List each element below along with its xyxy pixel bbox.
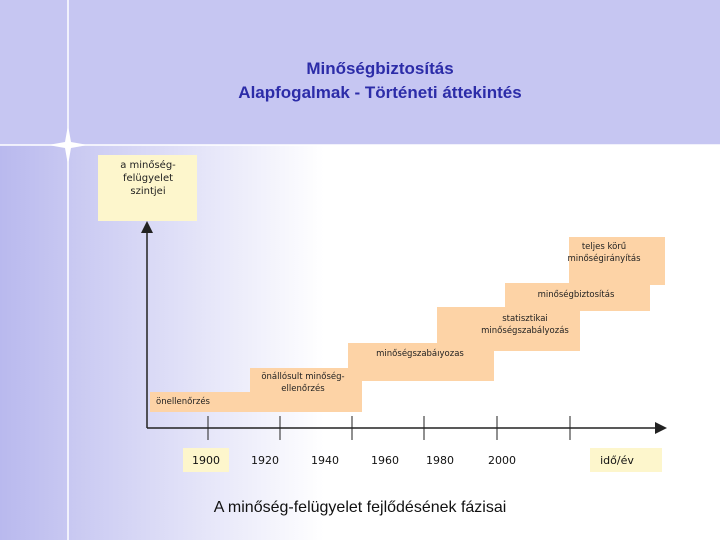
y-label: szintjei — [130, 186, 165, 197]
stage-label: önellenőrzés — [156, 396, 211, 407]
y-label: a minőség- — [120, 159, 176, 171]
stage-label: teljes körű — [582, 242, 626, 252]
x-tick-label: 1980 — [426, 454, 454, 467]
x-label-box — [590, 448, 662, 472]
stage-label: minőségbiztosítás — [538, 289, 615, 300]
sparkle — [48, 125, 88, 165]
y-label-box — [98, 155, 197, 221]
stage-label: minőségszabályozás — [481, 325, 569, 336]
title: Minőségbiztosítás — [306, 59, 453, 78]
x-tick-label: 1900 — [192, 454, 220, 467]
tick-box — [183, 448, 229, 472]
stage-label: minőségirányítás — [567, 253, 641, 264]
stage-label: önállósult minőség- — [261, 371, 344, 382]
y-label: felügyelet — [123, 173, 173, 184]
stage-label: statisztikai — [502, 314, 548, 324]
x-tick-label: 1940 — [311, 454, 339, 467]
caption: A minőség-felügyelet fejlődésének fázisa… — [214, 499, 507, 516]
header-band — [0, 0, 720, 145]
x-tick-label: 2000 — [488, 454, 516, 467]
stage-box — [505, 283, 650, 311]
stage-box — [569, 237, 665, 285]
stage-box — [150, 392, 250, 412]
tick-marks — [207, 416, 571, 440]
x-tick-label: 1920 — [251, 454, 279, 467]
stage-box — [437, 307, 580, 351]
x-tick-label: 1960 — [371, 454, 399, 467]
stage-label: minőségszabályozás — [376, 348, 464, 359]
title: Alapfogalmak - Történeti áttekintés — [238, 83, 521, 102]
x-axis-label: idő/év — [600, 454, 634, 467]
stage-label: ellenőrzés — [281, 383, 325, 394]
stage-box — [250, 368, 362, 412]
